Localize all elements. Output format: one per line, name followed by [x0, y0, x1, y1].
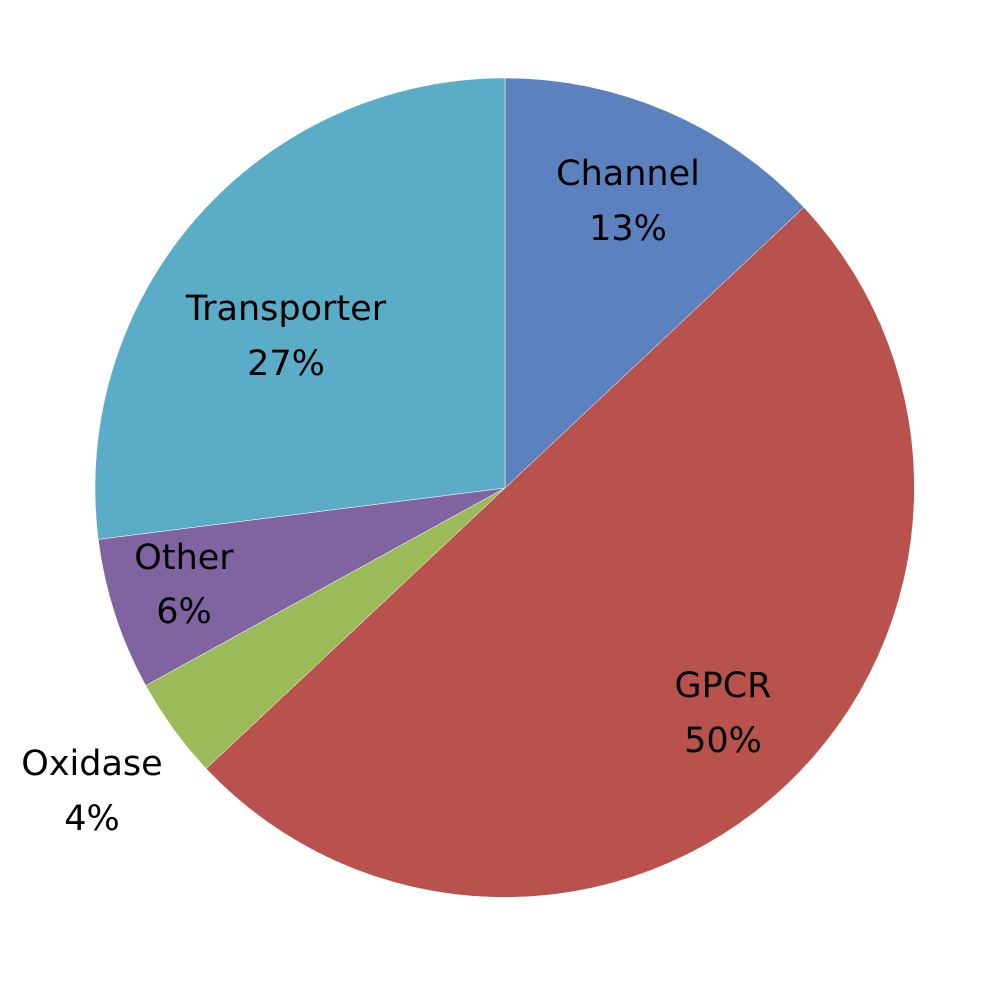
- slice-label-oxidase: Oxidase: [21, 744, 162, 784]
- slice-value-channel: 13%: [589, 209, 667, 249]
- pie-slice-other: [97, 487, 506, 686]
- pie-slice-transporter: [94, 77, 506, 540]
- slice-value-gpcr: 50%: [684, 721, 762, 761]
- slice-label-transporter: Transporter: [185, 289, 387, 329]
- slice-label-channel: Channel: [556, 154, 700, 194]
- pie-slice-channel: [504, 77, 805, 489]
- slice-value-oxidase: 4%: [64, 799, 120, 839]
- slice-value-transporter: 27%: [247, 344, 325, 384]
- slice-value-other: 6%: [156, 592, 212, 632]
- slice-label-other: Other: [134, 538, 234, 578]
- pie-slice-gpcr: [205, 206, 915, 898]
- slice-label-gpcr: GPCR: [675, 666, 772, 706]
